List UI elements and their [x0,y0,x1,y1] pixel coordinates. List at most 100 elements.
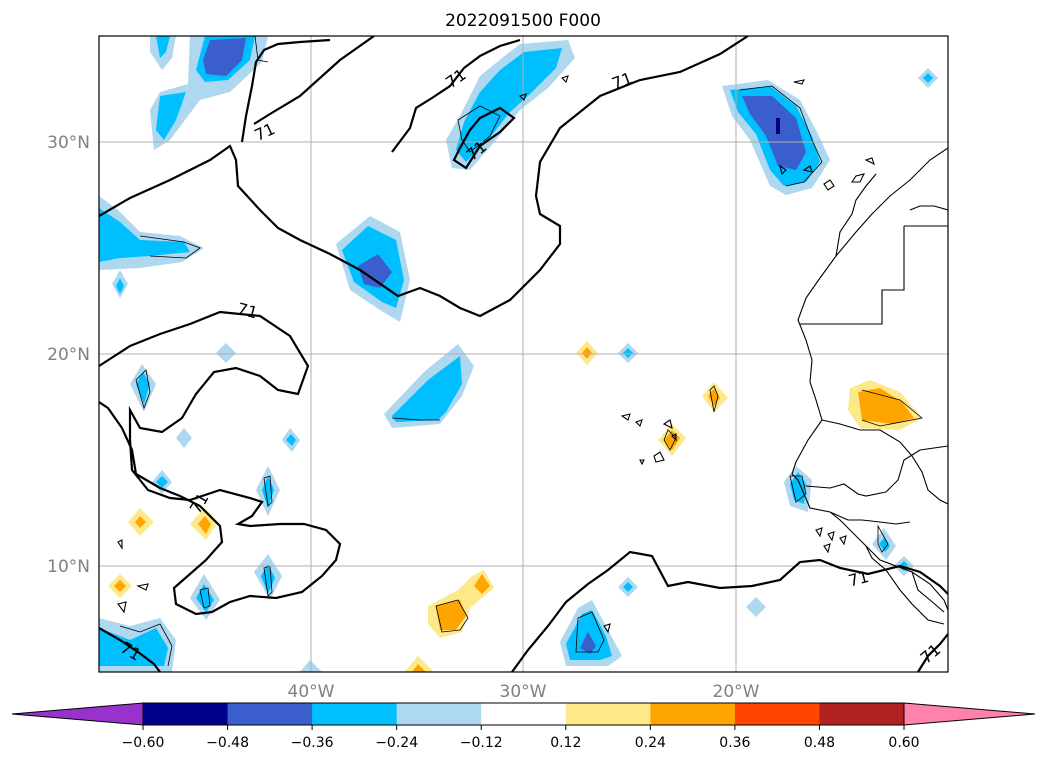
plot-frame [98,35,949,673]
shading-outline [575,611,605,653]
colorbar: −0.60 −0.48 −0.36 −0.24 −0.12 0.12 0.24 0.36 0.4… [11,702,1036,751]
shading-outline [457,105,501,153]
neg-region [156,92,186,140]
coast-cape-verde [620,413,677,466]
colorbar-tick-label: −0.36 [291,735,334,751]
border-west-sahara [835,173,877,257]
shading-outline [789,475,807,503]
neg-region [923,73,933,83]
shading-outline [435,599,469,633]
shading-outline [263,565,273,597]
colorbar-segment [565,703,651,725]
contour-line [511,550,948,672]
colorbar-segments [143,703,905,725]
coast-madeira [793,79,805,85]
lon-label-20w: 20°W [713,682,760,702]
pos-region [474,574,490,594]
neg-region [156,476,168,488]
contour-label: 71 [235,299,260,323]
neg-region [580,632,596,654]
contour-line [99,310,342,616]
coastlines [117,75,948,634]
contour-line [917,633,948,672]
neg-region [776,118,780,134]
colorbar-tick-label: 0.24 [635,735,666,751]
pos-region [412,664,426,672]
neg-region [456,48,562,162]
neg-region [136,372,150,404]
contour-line [99,627,161,672]
contour-line [452,106,516,170]
neg-region [623,582,633,592]
shading-outline [391,417,440,421]
shading-outline [739,85,823,187]
map-title: 2022091500 F000 [445,11,601,31]
coast-small-islands [117,75,611,634]
colorbar-tick-label: −0.60 [122,735,165,751]
neg-region [358,254,392,288]
colorbar-segment [227,703,313,725]
shading-outline [135,369,151,410]
border-morocco-algeria [800,226,905,325]
contour-lines [99,36,948,672]
neg-region [156,36,170,58]
border-sierra-leone [865,545,945,625]
shading-outline [263,475,273,507]
colorbar-tick-label: 0.12 [550,735,581,751]
coast-bijagos [815,527,847,554]
colorbar-tick-label: −0.24 [375,735,418,751]
neg-region [286,434,296,446]
contour-line [240,38,331,143]
coastline-africa [791,147,948,611]
colorbar-segment [819,703,905,725]
pos-region [436,600,466,630]
colorbar-tick-label: 0.48 [804,735,835,751]
colorbar-segment [143,703,229,725]
pos-region [114,580,126,592]
colorbar-tick-label: 0.60 [888,735,919,751]
pos-region [198,516,211,534]
pos-region [135,516,146,528]
colorbar-tick-label: 0.36 [719,735,750,751]
neg-region [203,38,246,76]
colorbar-segment [650,703,736,725]
contour-line [99,36,749,318]
neg-region [746,597,766,617]
border-mauritania [821,419,948,505]
lat-label-20n: 20°N [47,345,90,365]
coast-canary-north [909,205,948,211]
neg-region [176,428,192,448]
border-senegal [805,483,887,497]
shading-outlines [119,36,923,667]
colorbar-segment [481,703,567,725]
lat-label-30n: 30°N [47,133,90,153]
gridlines [99,36,948,672]
neg-region [99,208,190,262]
neg-region [216,343,236,363]
lon-label-40w: 40°W [288,682,335,702]
shading-outline [139,235,201,259]
shading-outline [861,389,923,427]
neg-region [623,348,633,358]
neg-region [116,278,124,294]
neg-region [742,96,806,170]
latitude-labels: 30°N 20°N 10°N [47,133,90,577]
plot-area: 71 71 71 71 71 71 71 71 71 [99,36,948,672]
longitude-labels: 40°W 30°W 20°W [288,682,760,702]
colorbar-tick-label: −0.48 [206,735,249,751]
colorbar-tick-label: −0.12 [460,735,503,751]
lon-label-30w: 30°W [500,682,547,702]
shaded-field-positive [108,341,922,672]
pos-region [858,388,914,424]
neg-region [879,538,890,552]
colorbar-ticks: −0.60 −0.48 −0.36 −0.24 −0.12 0.12 0.24 0.36 0.4… [122,725,920,751]
shading-outline [199,587,211,609]
pos-region [404,656,434,672]
neg-region [790,472,806,504]
colorbar-segment [396,703,482,725]
contour-label: 71 [846,567,871,591]
shading-outline [877,524,889,553]
coast-canary-islands [779,157,875,191]
shaded-field-negative [99,36,938,672]
